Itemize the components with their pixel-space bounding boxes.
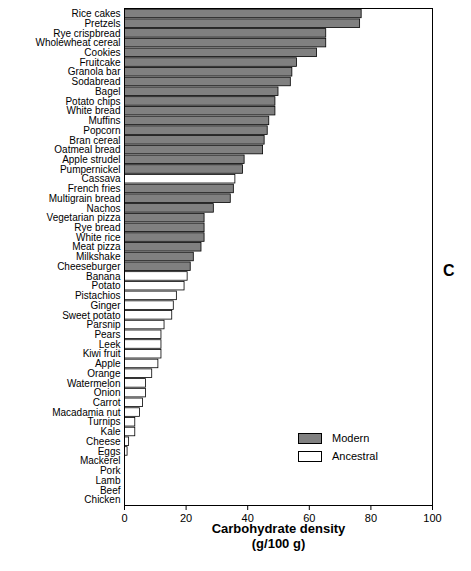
svg-text:Milkshake: Milkshake: [76, 251, 121, 263]
svg-text:Beef: Beef: [99, 484, 121, 496]
svg-text:0: 0: [121, 512, 127, 524]
svg-text:Apple strudel: Apple strudel: [62, 154, 121, 165]
svg-text:Potato: Potato: [91, 280, 121, 292]
svg-text:Potato chips: Potato chips: [65, 95, 121, 107]
svg-text:Eggs: Eggs: [97, 445, 121, 457]
svg-text:Wholewheat cereal: Wholewheat cereal: [35, 37, 121, 49]
svg-text:Bran cereal: Bran cereal: [69, 134, 121, 146]
svg-text:C: C: [443, 262, 455, 279]
svg-text:80: 80: [365, 512, 377, 524]
svg-text:Oatmeal bread: Oatmeal bread: [54, 144, 121, 156]
svg-text:Bagel: Bagel: [94, 85, 121, 97]
svg-text:Mackerel: Mackerel: [79, 455, 121, 467]
html-text:Ancestral: Ancestral: [332, 450, 378, 462]
svg-text:Kiwi fruit: Kiwi fruit: [82, 348, 121, 360]
svg-text:60: 60: [303, 512, 316, 525]
svg-text:Pretzels: Pretzels: [84, 17, 121, 29]
svg-text:Banana: Banana: [86, 270, 121, 282]
svg-text:Onion: Onion: [93, 387, 121, 399]
svg-text:Carbohydrate density(g/100 g): Carbohydrate density(g/100 g): [212, 521, 346, 550]
svg-text:Pears: Pears: [94, 329, 121, 340]
svg-text:Cheese: Cheese: [86, 435, 121, 447]
svg-text:Pistachios: Pistachios: [74, 290, 121, 302]
svg-text:Vegetarian pizza: Vegetarian pizza: [46, 212, 121, 224]
svg-text:White bread: White bread: [66, 105, 121, 117]
svg-text:Fruitcake: Fruitcake: [79, 56, 121, 68]
svg-text:Cheeseburger: Cheeseburger: [57, 260, 121, 272]
svg-text:Sweet potato: Sweet potato: [62, 309, 121, 321]
html-text:Modern: Modern: [332, 432, 370, 444]
svg-text:Meat pizza: Meat pizza: [72, 241, 121, 253]
svg-text:Orange: Orange: [87, 367, 121, 379]
svg-text:Macadamia nut: Macadamia nut: [52, 406, 121, 418]
svg-text:Parsnip: Parsnip: [86, 319, 121, 331]
svg-text:Leek: Leek: [98, 338, 121, 350]
svg-text:Multigrain bread: Multigrain bread: [48, 192, 121, 204]
svg-text:Nachos: Nachos: [86, 202, 121, 214]
svg-text:Chicken: Chicken: [84, 494, 120, 505]
svg-text:White rice: White rice: [76, 231, 121, 243]
svg-text:Sodabread: Sodabread: [71, 76, 121, 88]
svg-text:Watermelon: Watermelon: [67, 377, 121, 389]
svg-text:40: 40: [241, 512, 254, 525]
svg-text:20: 20: [180, 512, 192, 524]
svg-text:French fries: French fries: [67, 183, 121, 195]
svg-text:Granola bar: Granola bar: [67, 66, 121, 78]
svg-text:Carrot: Carrot: [92, 397, 121, 408]
svg-text:Rice cakes: Rice cakes: [71, 8, 121, 20]
svg-text:Pumpernickel: Pumpernickel: [59, 163, 121, 175]
svg-text:Popcorn: Popcorn: [83, 124, 121, 136]
svg-text:Turnips: Turnips: [87, 416, 121, 428]
svg-text:Muffins: Muffins: [88, 115, 121, 127]
svg-text:Cassava: Cassava: [81, 173, 121, 185]
svg-text:Pork: Pork: [99, 465, 121, 477]
svg-text:Rye crispbread: Rye crispbread: [53, 27, 121, 39]
svg-text:Cookies: Cookies: [84, 47, 121, 58]
svg-text:100: 100: [423, 512, 441, 524]
svg-text:Ginger: Ginger: [90, 299, 121, 311]
svg-text:Lamb: Lamb: [95, 474, 121, 486]
svg-text:Kale: Kale: [100, 426, 121, 438]
svg-text:Apple: Apple: [94, 358, 121, 370]
svg-text:Rye bread: Rye bread: [74, 222, 121, 233]
